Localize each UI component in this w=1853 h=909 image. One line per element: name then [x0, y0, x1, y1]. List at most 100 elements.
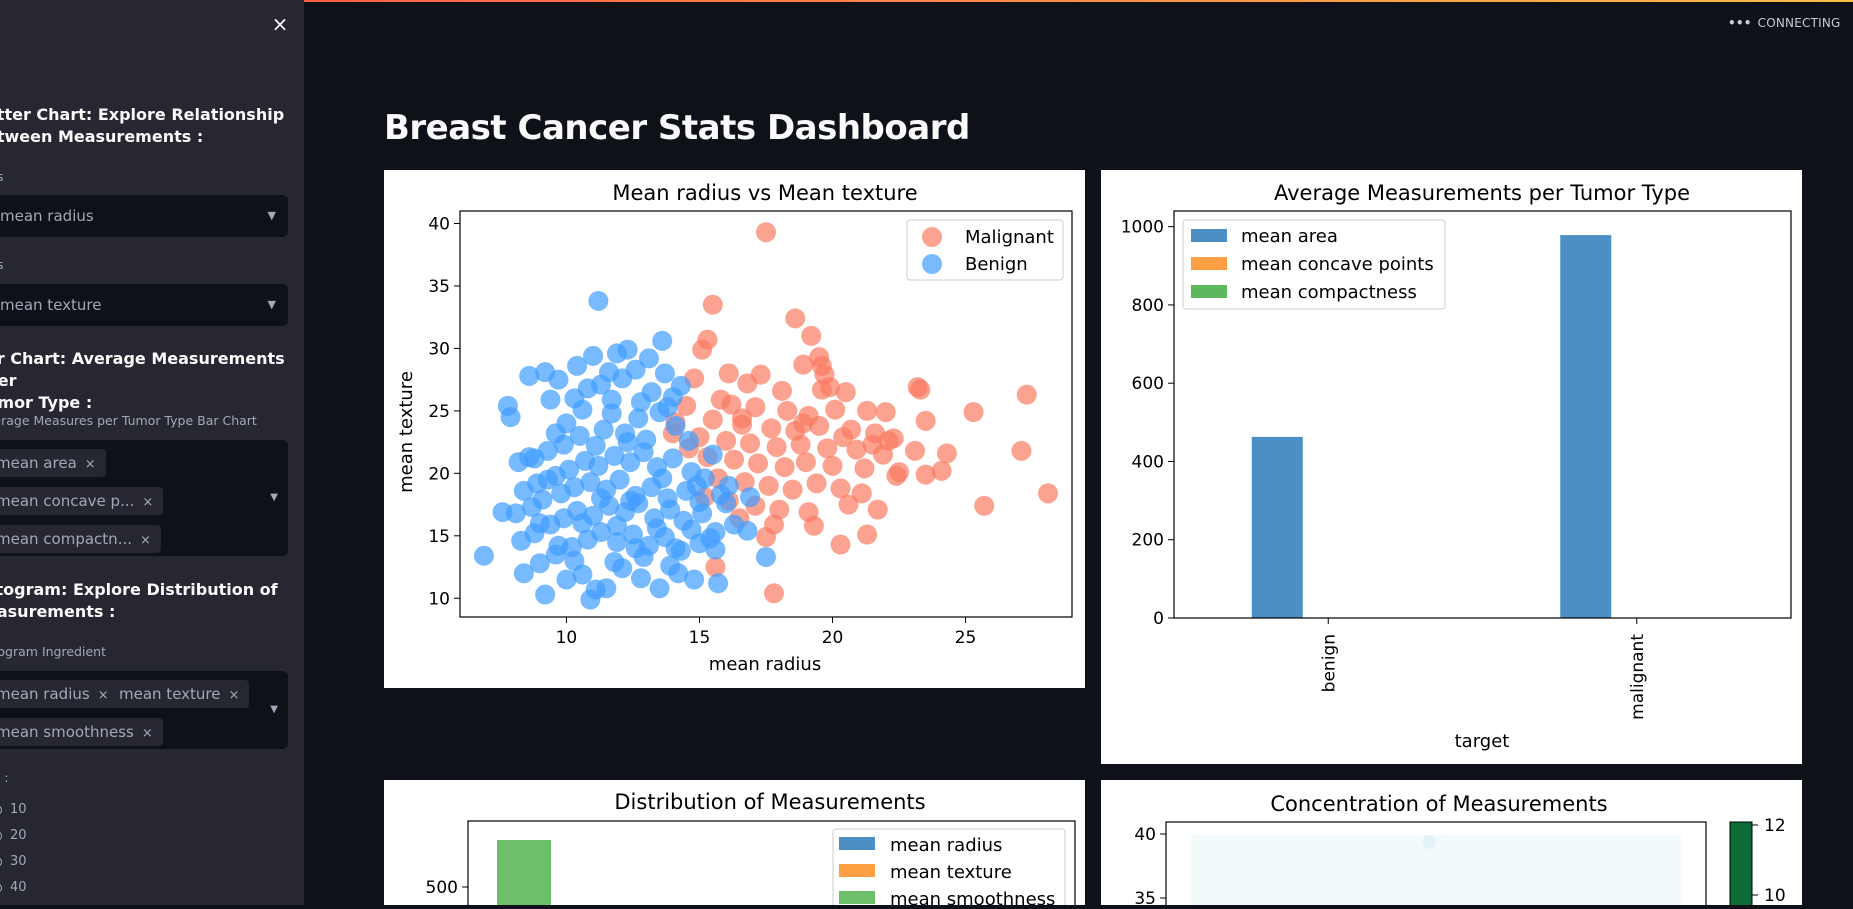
hexbin-area [1191, 835, 1681, 905]
malignant-point [777, 401, 797, 421]
y-tick-label: 200 [1132, 531, 1164, 551]
bar-heading-line2: umor Type : [0, 392, 286, 414]
malignant-point [857, 401, 877, 421]
remove-chip-icon[interactable]: × [142, 495, 153, 510]
y-tick-label: 1000 [1121, 218, 1164, 238]
malignant-point [759, 476, 779, 496]
malignant-point [1038, 483, 1058, 503]
chevron-down-icon[interactable]: ▼ [270, 492, 278, 503]
x-axis-value: mean radius [0, 207, 94, 225]
bar-legend: mean area mean concave points mean compa… [1183, 220, 1445, 309]
benign-point [631, 568, 651, 588]
radio-icon[interactable] [0, 883, 2, 893]
benign-point [548, 536, 568, 556]
malignant-point [831, 535, 851, 555]
scatter-y-axis-label: mean texture [396, 371, 417, 493]
benign-point [519, 447, 539, 467]
legend-swatch-mean-compactness [1191, 285, 1227, 298]
remove-chip-icon[interactable]: × [228, 688, 239, 703]
benign-point [681, 520, 701, 540]
benign-point [602, 390, 622, 410]
benign-point [618, 432, 638, 452]
benign-point [687, 476, 707, 496]
malignant-point [916, 465, 936, 485]
benign-point [604, 552, 624, 572]
x-axis-label: xis [0, 169, 3, 184]
benign-point [580, 590, 600, 610]
remove-chip-icon[interactable]: × [85, 457, 96, 472]
malignant-point [767, 437, 787, 457]
legend-marker-malignant [922, 227, 942, 247]
malignant-point [825, 400, 845, 420]
histogram-chart: Distribution of Measurements 500 mean ra… [384, 780, 1085, 905]
sidebar: × atter Chart: Explore Relationship etwe… [0, 0, 304, 905]
remove-chip-icon[interactable]: × [98, 688, 109, 703]
radio-label: 10 [10, 802, 27, 817]
concentration-panel: Concentration of Measurements 40 35 12 1… [1101, 780, 1802, 905]
radio-bins-30[interactable]: 30 [0, 854, 27, 869]
bar-chart-panel: Average Measurements per Tumor Type 0 200… [1101, 170, 1802, 764]
benign-point [532, 490, 552, 510]
y-axis-value: mean texture [0, 296, 101, 314]
concentration-y-tick-label-35: 35 [1134, 889, 1156, 905]
radio-bins-10[interactable]: 10 [0, 802, 27, 817]
benign-point [564, 551, 584, 571]
benign-point [493, 502, 513, 522]
benign-point [737, 521, 757, 541]
histogram-panel: Distribution of Measurements 500 mean ra… [384, 780, 1085, 905]
benign-point [538, 470, 558, 490]
benign-point [663, 448, 683, 468]
malignant-point [737, 373, 757, 393]
legend-swatch-mean-radius [839, 837, 875, 850]
malignant-point [1011, 441, 1031, 461]
radio-label: 30 [10, 854, 27, 869]
close-sidebar-icon[interactable]: × [270, 14, 290, 34]
bar-chart-title: Average Measurements per Tumor Type [1274, 181, 1690, 205]
y-axis-select[interactable]: mean texture ▼ [0, 284, 288, 326]
bar-benign-0 [1252, 437, 1303, 618]
scatter-section-heading: atter Chart: Explore Relationship etween… [0, 104, 286, 148]
benign-point [567, 356, 587, 376]
malignant-point [756, 527, 776, 547]
y-tick-label: 15 [428, 527, 450, 547]
y-tick-label: 800 [1132, 296, 1164, 316]
legend-swatch-mean-concave-points [1191, 257, 1227, 270]
y-tick-label: 0 [1153, 609, 1164, 629]
radio-icon[interactable] [0, 831, 2, 841]
x-tick-label: 25 [955, 628, 977, 648]
malignant-point [937, 443, 957, 463]
legend-label-mean-texture: mean texture [890, 862, 1012, 883]
malignant-point [783, 480, 803, 500]
connection-status: •••CONNECTING [1728, 16, 1841, 30]
scatter-chart-panel: Mean radius vs Mean texture mean radius … [384, 170, 1085, 688]
histogram-heading-line2: easurements : [0, 601, 286, 623]
y-tick-label: 40 [428, 214, 450, 234]
legend-swatch-mean-texture [839, 864, 875, 877]
malignant-point [910, 380, 930, 400]
radio-bins-20[interactable]: 20 [0, 828, 27, 843]
y-tick-label: 400 [1132, 452, 1164, 472]
benign-point [666, 538, 686, 558]
benign-point [620, 491, 640, 511]
benign-point [588, 291, 608, 311]
bar-measures-multiselect[interactable]: mean area× mean concave p...× mean compa… [0, 440, 288, 556]
remove-chip-icon[interactable]: × [140, 533, 151, 548]
radio-bins-40[interactable]: 40 [0, 880, 27, 895]
malignant-point [772, 381, 792, 401]
benign-point [548, 370, 568, 390]
malignant-point [775, 457, 795, 477]
chevron-down-icon[interactable]: ▼ [270, 704, 278, 715]
benign-point [658, 397, 678, 417]
benign-point [719, 476, 739, 496]
benign-point [708, 573, 728, 593]
histogram-legend: mean radius mean texture mean smoothness [833, 829, 1065, 905]
histogram-multiselect[interactable]: mean radius× mean texture× mean smoothne… [0, 671, 288, 749]
x-axis-select[interactable]: mean radius ▼ [0, 195, 288, 237]
remove-chip-icon[interactable]: × [142, 726, 153, 741]
radio-icon[interactable] [0, 857, 2, 867]
y-tick-label: 600 [1132, 374, 1164, 394]
malignant-point [876, 402, 896, 422]
benign-point [572, 513, 592, 533]
radio-icon[interactable] [0, 805, 2, 815]
chip-mean-area: mean area× [0, 449, 106, 477]
